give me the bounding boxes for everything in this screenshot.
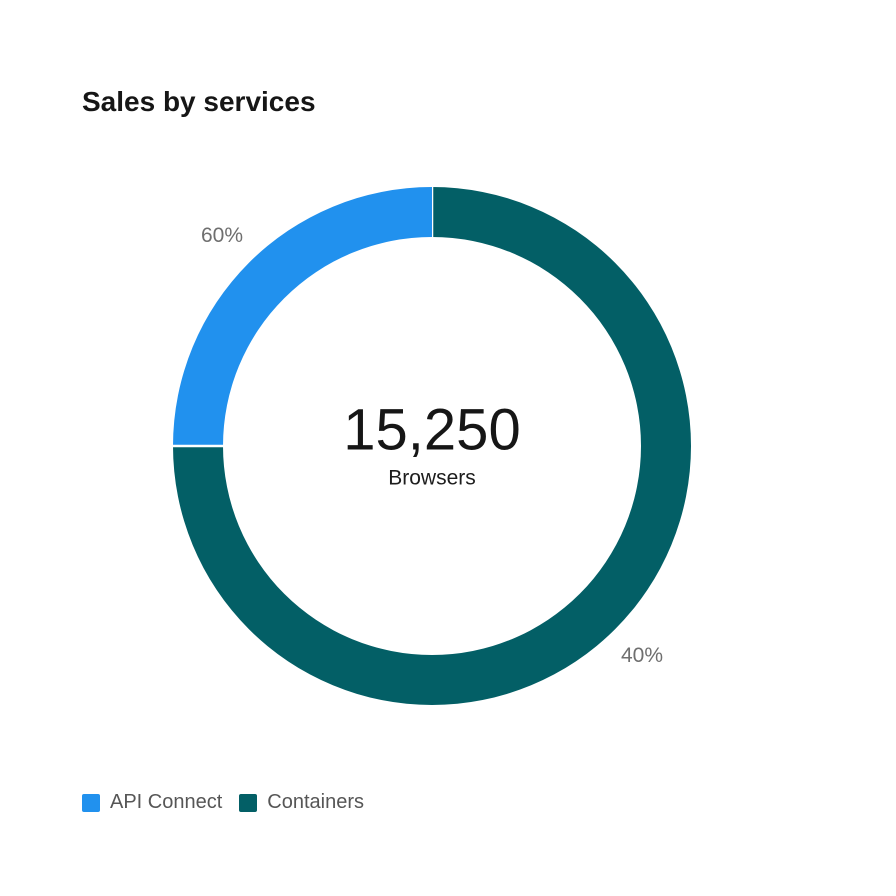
chart-title: Sales by services: [82, 86, 316, 117]
legend-swatch-api-connect: [82, 793, 100, 812]
segment-label-containers: 40%: [620, 644, 664, 667]
legend-item-api-connect[interactable]: API Connect: [82, 791, 222, 814]
legend-swatch-containers: [239, 793, 258, 812]
legend-label-containers: Containers: [267, 791, 365, 813]
donut-center-label: Browsers: [388, 466, 476, 490]
donut-segment-api-connect[interactable]: [173, 187, 432, 446]
donut-center: 15,250 Browsers: [282, 398, 582, 490]
legend-item-containers[interactable]: Containers: [239, 791, 364, 814]
segment-label-api-connect: 60%: [200, 223, 243, 247]
donut-center-value: 15,250: [343, 397, 521, 463]
legend-label-api-connect: API Connect: [110, 791, 223, 813]
legend: API Connect Containers: [82, 791, 364, 814]
